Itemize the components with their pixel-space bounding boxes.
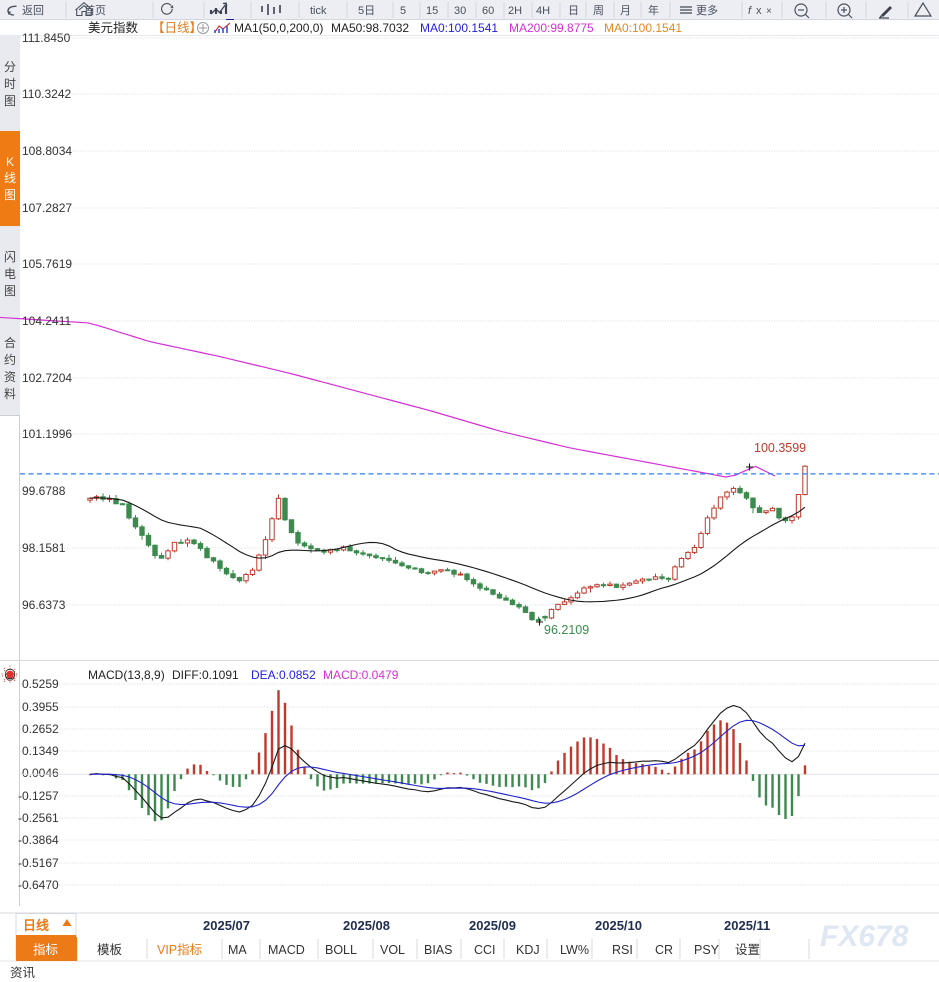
svg-text:LW%: LW% [560,943,589,957]
svg-text:DEA:0.0852: DEA:0.0852 [251,668,316,682]
svg-text:VOL: VOL [380,943,405,957]
svg-text:2025/10: 2025/10 [595,918,642,933]
svg-text:指标: 指标 [33,942,58,957]
svg-text:VIP指标: VIP指标 [157,942,202,957]
svg-text:BOLL: BOLL [325,943,357,957]
svg-text:BIAS: BIAS [424,943,453,957]
svg-text:MA: MA [228,943,247,957]
svg-text:日线: 日线 [23,918,49,933]
svg-text:模板: 模板 [97,943,123,957]
svg-text:-0.1257: -0.1257 [18,789,59,803]
svg-text:-0.6470: -0.6470 [18,878,59,892]
svg-text:0.2652: 0.2652 [22,722,59,736]
svg-text:设置: 设置 [735,942,760,957]
svg-text:MACD:0.0479: MACD:0.0479 [323,668,399,682]
svg-text:2025/11: 2025/11 [724,918,770,933]
svg-text:RSI: RSI [612,943,633,957]
svg-text:MACD: MACD [268,943,305,957]
svg-text:DIFF:0.1091: DIFF:0.1091 [172,668,239,682]
svg-text:-0.3864: -0.3864 [18,833,59,847]
svg-text:-0.2561: -0.2561 [18,811,59,825]
svg-text:资讯: 资讯 [10,966,36,980]
svg-text:CCI: CCI [474,943,496,957]
svg-text:MACD(13,8,9): MACD(13,8,9) [88,668,165,682]
svg-text:PSY: PSY [694,943,720,957]
svg-text:2025/07: 2025/07 [203,918,250,933]
svg-text:0.0046: 0.0046 [22,766,59,780]
svg-text:CR: CR [655,943,673,957]
svg-text:FX678: FX678 [820,920,909,953]
svg-text:0.3955: 0.3955 [22,700,59,714]
svg-text:KDJ: KDJ [516,943,540,957]
svg-text:2025/08: 2025/08 [343,918,390,933]
svg-text:0.1349: 0.1349 [22,744,59,758]
svg-text:2025/09: 2025/09 [469,918,516,933]
svg-text:-0.5167: -0.5167 [18,856,59,870]
svg-text:0.5259: 0.5259 [22,677,59,691]
